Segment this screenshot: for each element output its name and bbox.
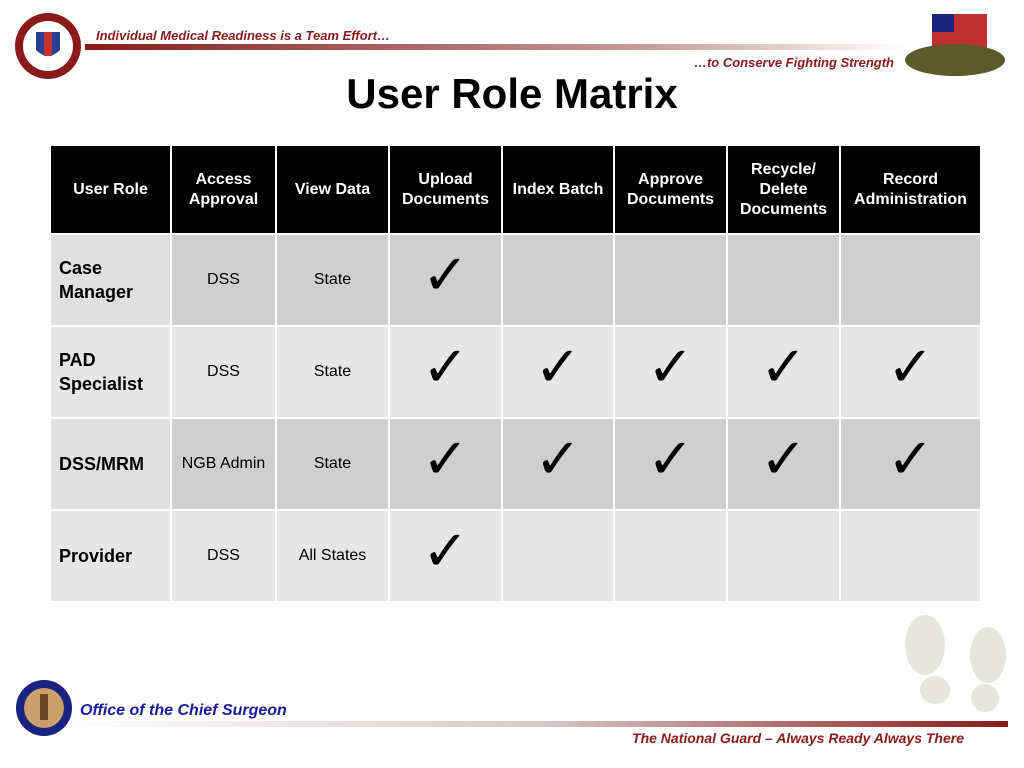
role-cell: PAD Specialist	[51, 327, 170, 417]
cell: DSS	[172, 235, 275, 325]
cell: ✓	[728, 419, 839, 509]
tagline: Individual Medical Readiness is a Team E…	[96, 28, 391, 43]
cell: NGB Admin	[172, 419, 275, 509]
cell: ✓	[390, 419, 501, 509]
table-row: Provider DSS All States ✓	[51, 511, 980, 601]
boot-prints	[905, 615, 1006, 712]
role-matrix: User Role Access Approval View Data Upload …	[49, 144, 982, 603]
header-rule	[85, 44, 905, 50]
column-header: Approve Documents	[615, 146, 726, 233]
cell: ✓	[615, 327, 726, 417]
cell: ✓	[728, 327, 839, 417]
cell: ✓	[841, 327, 980, 417]
role-cell: Provider	[51, 511, 170, 601]
column-header: View Data	[277, 146, 388, 233]
cell	[503, 235, 613, 325]
column-header: Index Batch	[503, 146, 613, 233]
cell	[615, 511, 726, 601]
column-header: Recycle/ Delete Documents	[728, 146, 839, 233]
column-header: Access Approval	[172, 146, 275, 233]
cell	[503, 511, 613, 601]
column-header: Upload Documents	[390, 146, 501, 233]
cell: ✓	[390, 235, 501, 325]
cell	[728, 511, 839, 601]
guard-logo	[16, 680, 72, 736]
cell: ✓	[390, 327, 501, 417]
table-row: Case Manager DSS State ✓	[51, 235, 980, 325]
office: Office of the Chief Surgeon	[80, 702, 287, 719]
cell: State	[277, 419, 388, 509]
table-row: PAD Specialist DSS State ✓ ✓ ✓ ✓ ✓	[51, 327, 980, 417]
footer-rule	[70, 721, 1008, 727]
cell: DSS	[172, 511, 275, 601]
cell: ✓	[503, 327, 613, 417]
flag-soldiers-image	[905, 14, 1005, 76]
cell: State	[277, 327, 388, 417]
title: User Role Matrix	[346, 70, 678, 117]
slogan: …to Conserve Fighting Strength	[693, 55, 894, 70]
cell: DSS	[172, 327, 275, 417]
cell	[615, 235, 726, 325]
column-header: Record Administration	[841, 146, 980, 233]
cell	[728, 235, 839, 325]
cell: ✓	[615, 419, 726, 509]
role-cell: DSS/MRM	[51, 419, 170, 509]
cell: ✓	[841, 419, 980, 509]
table-row: DSS/MRM NGB Admin State ✓ ✓ ✓ ✓ ✓	[51, 419, 980, 509]
cell: All States	[277, 511, 388, 601]
cell	[841, 235, 980, 325]
motto: The National Guard – Always Ready Always…	[632, 730, 964, 746]
medical-team-logo	[15, 13, 81, 79]
cell	[841, 511, 980, 601]
header-row: User Role Access Approval View Data Upload …	[51, 146, 980, 233]
column-header: User Role	[51, 146, 170, 233]
cell: State	[277, 235, 388, 325]
cell: ✓	[390, 511, 501, 601]
cell: ✓	[503, 419, 613, 509]
role-cell: Case Manager	[51, 235, 170, 325]
